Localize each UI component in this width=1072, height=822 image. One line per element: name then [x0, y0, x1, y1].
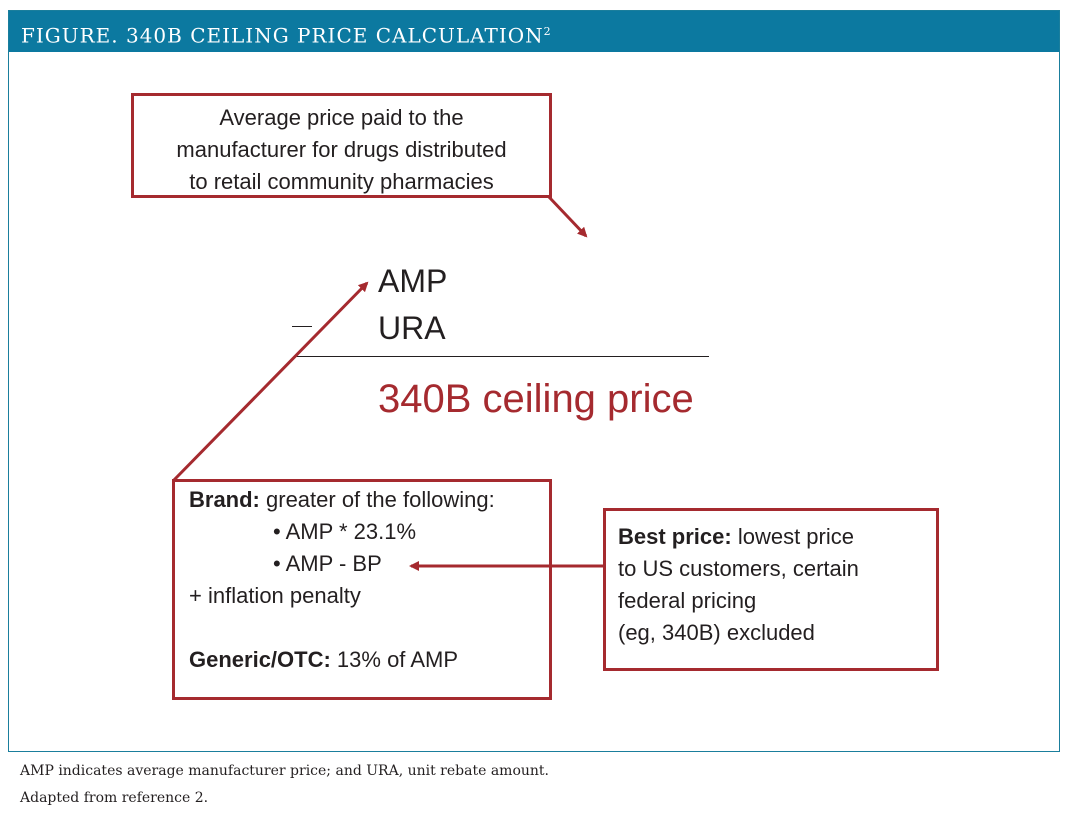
inflation-penalty: + inflation penalty [189, 583, 361, 608]
figure-title: FIGURE. 340B CEILING PRICE CALCULATION2 [9, 11, 1059, 52]
spacer [189, 612, 549, 644]
formula-result: 340B ceiling price [378, 377, 694, 421]
generic-label: Generic/OTC: [189, 647, 331, 672]
formula-ura: URA [378, 310, 446, 346]
footnote-source: Adapted from reference 2. [20, 790, 209, 806]
best-price-box: Best price: lowest price to US customers… [603, 508, 939, 671]
amp-definition-line: to retail community pharmacies [189, 169, 494, 194]
generic-line: Generic/OTC: 13% of AMP [189, 644, 549, 676]
formula-amp: AMP [378, 263, 448, 299]
best-price-line: to US customers, certain [618, 556, 859, 581]
amp-definition-line: manufacturer for drugs distributed [176, 137, 507, 162]
generic-text: 13% of AMP [330, 647, 458, 672]
figure-title-reference: 2 [543, 25, 551, 38]
ura-definition-box: Brand: greater of the following: • AMP *… [172, 479, 552, 700]
formula-minus-sign [292, 326, 312, 327]
brand-bullet-1: • AMP * 23.1% [273, 519, 417, 544]
brand-line: Brand: greater of the following: [189, 484, 549, 516]
best-price-label: Best price: [618, 524, 732, 549]
brand-text: greater of the following: [259, 487, 495, 512]
footnote-abbreviations: AMP indicates average manufacturer price… [20, 763, 549, 779]
best-price-line: federal pricing [618, 588, 757, 613]
brand-label: Brand: [189, 487, 260, 512]
formula-divider-line [294, 356, 709, 357]
figure-title-text: FIGURE. 340B CEILING PRICE CALCULATION [21, 23, 544, 48]
best-price-line: Best price: lowest price [618, 521, 936, 553]
amp-definition-box: Average price paid to the manufacturer f… [131, 93, 552, 198]
best-price-line: (eg, 340B) excluded [618, 620, 815, 645]
amp-definition-line: Average price paid to the [219, 105, 464, 130]
brand-bullet-2: • AMP - BP [273, 551, 382, 576]
best-price-text: lowest price [731, 524, 854, 549]
